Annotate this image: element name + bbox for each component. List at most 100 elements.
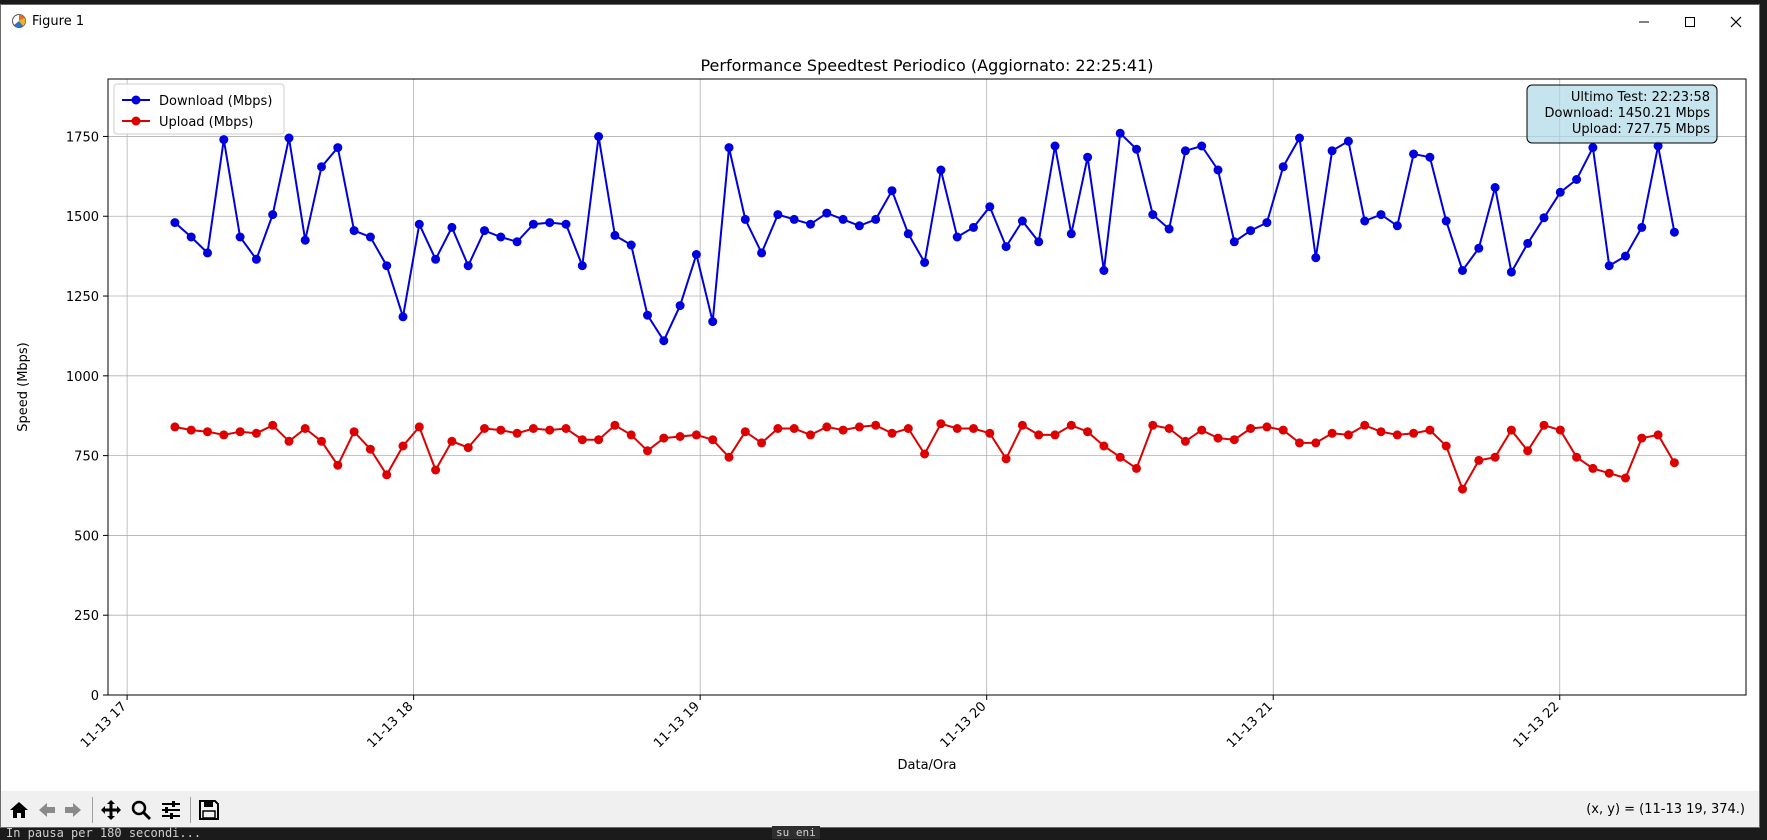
download-point <box>1001 242 1011 252</box>
home-button[interactable] <box>7 798 31 822</box>
save-icon <box>199 800 219 820</box>
close-icon <box>1730 16 1742 28</box>
upload-point <box>757 438 767 448</box>
download-point <box>773 210 783 220</box>
download-point <box>496 232 506 242</box>
download-point <box>480 226 489 236</box>
upload-point <box>724 452 734 462</box>
y-tick-label: 1500 <box>66 210 99 225</box>
download-point <box>431 254 441 264</box>
matplotlib-app-icon <box>12 14 26 28</box>
upload-point <box>1360 420 1370 430</box>
close-button[interactable] <box>1713 5 1759 39</box>
pan-icon <box>101 800 121 820</box>
download-point <box>936 165 946 175</box>
download-point <box>382 261 392 271</box>
download-point <box>1555 187 1565 197</box>
upload-point <box>1001 454 1011 464</box>
annotation-line: Ultimo Test: 22:23:58 <box>1571 90 1710 105</box>
maximize-icon <box>1685 17 1695 27</box>
upload-point <box>1621 473 1630 483</box>
download-point <box>300 235 310 245</box>
upload-point <box>447 436 457 446</box>
upload-point <box>1523 446 1533 456</box>
upload-point <box>431 465 441 475</box>
x-tick-label: 11-13 20 <box>938 699 990 751</box>
upload-point <box>545 425 555 435</box>
download-point <box>1295 133 1304 143</box>
back-button[interactable] <box>35 798 59 822</box>
upload-point <box>170 422 180 432</box>
upload-point <box>1506 425 1516 435</box>
upload-point <box>1115 452 1125 462</box>
download-point <box>1458 266 1467 275</box>
download-point <box>1132 144 1141 154</box>
forward-button[interactable] <box>61 798 85 822</box>
upload-point <box>1588 463 1598 473</box>
save-button[interactable] <box>197 798 221 822</box>
download-point <box>268 210 278 220</box>
annotation-line: Upload: 727.75 Mbps <box>1572 122 1710 137</box>
download-point <box>1669 227 1679 237</box>
configure-subplots-button[interactable] <box>159 798 183 822</box>
download-point <box>1425 152 1435 162</box>
axes-frame <box>107 78 1747 696</box>
upload-point <box>1327 428 1337 438</box>
download-point <box>251 254 261 264</box>
download-point <box>757 248 767 258</box>
y-tick-label: 250 <box>74 609 99 624</box>
upload-point <box>1246 424 1256 433</box>
download-point <box>219 135 229 145</box>
upload-point <box>594 435 604 445</box>
upload-point <box>203 427 212 437</box>
download-point <box>170 218 180 228</box>
upload-point <box>561 424 571 433</box>
upload-point <box>626 430 636 440</box>
annotation-box <box>1526 84 1718 144</box>
speedtest-chart[interactable]: 0 250 500 750 1000 1250 1500 1750 11-13 17 11-13 … <box>1 39 1759 791</box>
download-point <box>1115 128 1125 138</box>
pan-button[interactable] <box>99 798 123 822</box>
download-point <box>1637 222 1647 232</box>
download-point <box>333 143 343 153</box>
upload-point <box>1539 420 1549 430</box>
upload-point <box>1262 422 1272 432</box>
zoom-button[interactable] <box>129 798 153 822</box>
toolbar-separator <box>92 797 93 823</box>
legend-marker <box>131 116 141 126</box>
upload-point <box>1229 435 1239 445</box>
upload-point <box>1637 433 1647 443</box>
figure-canvas[interactable]: 0 250 500 750 1000 1250 1500 1750 11-13 17 11-13 … <box>1 39 1759 791</box>
upload-point <box>691 430 701 440</box>
upload-point <box>186 425 196 435</box>
download-point <box>724 143 734 153</box>
upload-point <box>1017 420 1027 430</box>
upload-point <box>1050 430 1060 440</box>
upload-point <box>1572 452 1582 462</box>
upload-point <box>1213 433 1223 443</box>
download-point <box>1474 243 1484 253</box>
upload-point <box>398 441 408 451</box>
minimize-button[interactable] <box>1621 5 1667 39</box>
upload-point <box>822 422 832 432</box>
home-icon <box>10 802 28 818</box>
download-point <box>1621 251 1630 261</box>
maximize-button[interactable] <box>1667 5 1713 39</box>
upload-point <box>871 420 881 430</box>
x-tick-label: 11-13 22 <box>1511 699 1563 751</box>
download-point <box>920 258 930 267</box>
upload-point <box>577 435 587 445</box>
upload-point <box>1197 425 1207 435</box>
download-point <box>643 310 652 320</box>
series-line-download <box>174 131 1676 343</box>
download-point <box>691 250 701 259</box>
upload-point <box>1474 455 1484 465</box>
upload-point <box>528 424 538 433</box>
download-point <box>1180 146 1190 156</box>
forward-arrow-icon <box>65 803 81 817</box>
upload-point <box>1490 452 1500 462</box>
download-point <box>1083 152 1093 162</box>
upload-point <box>1099 441 1109 451</box>
download-point <box>561 219 571 229</box>
toolbar-separator <box>190 797 191 823</box>
